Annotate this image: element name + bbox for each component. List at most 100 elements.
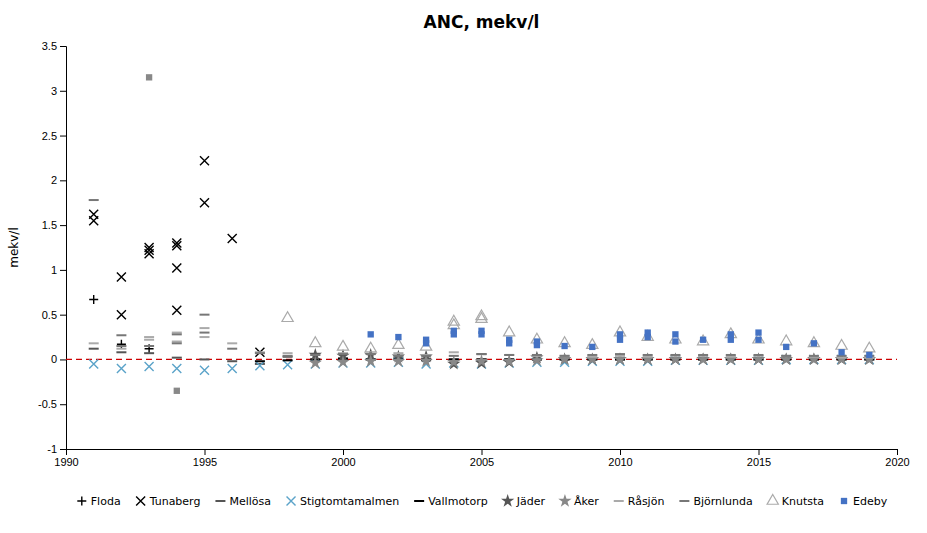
legend-item: Åker (558, 494, 599, 508)
legend-label: Jäder (516, 495, 546, 508)
point (755, 337, 761, 343)
legend-item: Tunaberg (136, 495, 200, 508)
point (726, 354, 736, 356)
point (726, 356, 736, 358)
point (478, 331, 484, 337)
point (504, 354, 514, 356)
point (255, 360, 265, 362)
axis-line (60, 47, 67, 450)
tick-label: 2010 (608, 456, 632, 468)
point (475, 354, 488, 367)
point (807, 352, 820, 365)
point (89, 199, 99, 201)
point (117, 340, 126, 349)
point (530, 353, 543, 366)
point (338, 352, 348, 354)
point (613, 352, 626, 365)
point (228, 364, 237, 373)
point (172, 341, 182, 343)
point (145, 344, 154, 353)
tick-label: 1995 (193, 456, 217, 468)
point (615, 355, 625, 357)
point (117, 273, 126, 282)
legend-marker (501, 494, 514, 507)
tick: 3 (51, 85, 66, 97)
point (338, 353, 348, 355)
tick-mark (60, 180, 66, 181)
title: ANC, mekv/l (424, 12, 540, 32)
point (866, 352, 872, 358)
legend-marker (414, 500, 424, 502)
point (144, 345, 154, 347)
point (227, 360, 237, 362)
point (117, 310, 126, 319)
point (172, 357, 182, 359)
point (116, 348, 126, 350)
tick: 2015 (747, 449, 771, 468)
point (477, 353, 487, 355)
point (200, 198, 209, 207)
tick-label: 1 (51, 264, 57, 276)
tick: 1995 (193, 449, 217, 468)
point (728, 337, 734, 343)
point (780, 352, 793, 365)
point (698, 354, 708, 356)
point (504, 354, 514, 356)
point (117, 364, 126, 373)
point (589, 344, 595, 350)
point (172, 332, 182, 334)
tick-label: -0.5 (38, 398, 57, 410)
point (421, 354, 431, 356)
tick-mark (897, 449, 898, 455)
point (310, 337, 321, 347)
point (283, 360, 292, 369)
point (558, 352, 571, 365)
tick: 0.5 (42, 309, 66, 321)
legend-label: Edeby (853, 495, 888, 508)
point (89, 359, 98, 368)
legend-label: Vallmotorp (428, 495, 488, 508)
series (89, 200, 875, 356)
point (116, 334, 126, 336)
point (780, 352, 793, 365)
point (725, 328, 736, 338)
point (172, 306, 181, 315)
legend-marker (841, 498, 847, 504)
point (696, 352, 709, 365)
tick-mark (60, 46, 66, 47)
point (506, 340, 512, 346)
legend-item: Björnlunda (679, 495, 752, 508)
point (587, 354, 597, 356)
point (89, 342, 99, 344)
point (672, 331, 678, 337)
point (255, 361, 264, 370)
point (503, 355, 516, 368)
point (89, 348, 99, 350)
point (368, 331, 374, 337)
point (172, 241, 181, 250)
legend-marker (679, 500, 689, 502)
point (419, 354, 432, 367)
point (89, 295, 98, 304)
tick: -0.5 (38, 398, 66, 410)
tick: 1 (51, 264, 66, 276)
series (89, 328, 875, 358)
y-axis-title: mekv/l (7, 227, 21, 268)
tick-label: 3 (51, 85, 57, 97)
point (144, 339, 154, 341)
point (534, 342, 540, 348)
tick-label: 0.5 (42, 309, 57, 321)
point (700, 337, 706, 343)
tick: 3.5 (42, 40, 66, 52)
legend-marker (558, 494, 571, 507)
point (365, 342, 376, 352)
tick-label: 2 (51, 174, 57, 186)
plot-area: 1990199520002005201020152020-1-0.500.511… (38, 40, 910, 468)
point (586, 352, 599, 365)
series (282, 310, 875, 352)
point (560, 355, 570, 357)
point (364, 354, 377, 367)
point (310, 354, 320, 356)
legend-item: Knutsta (767, 494, 824, 507)
point (255, 351, 265, 353)
